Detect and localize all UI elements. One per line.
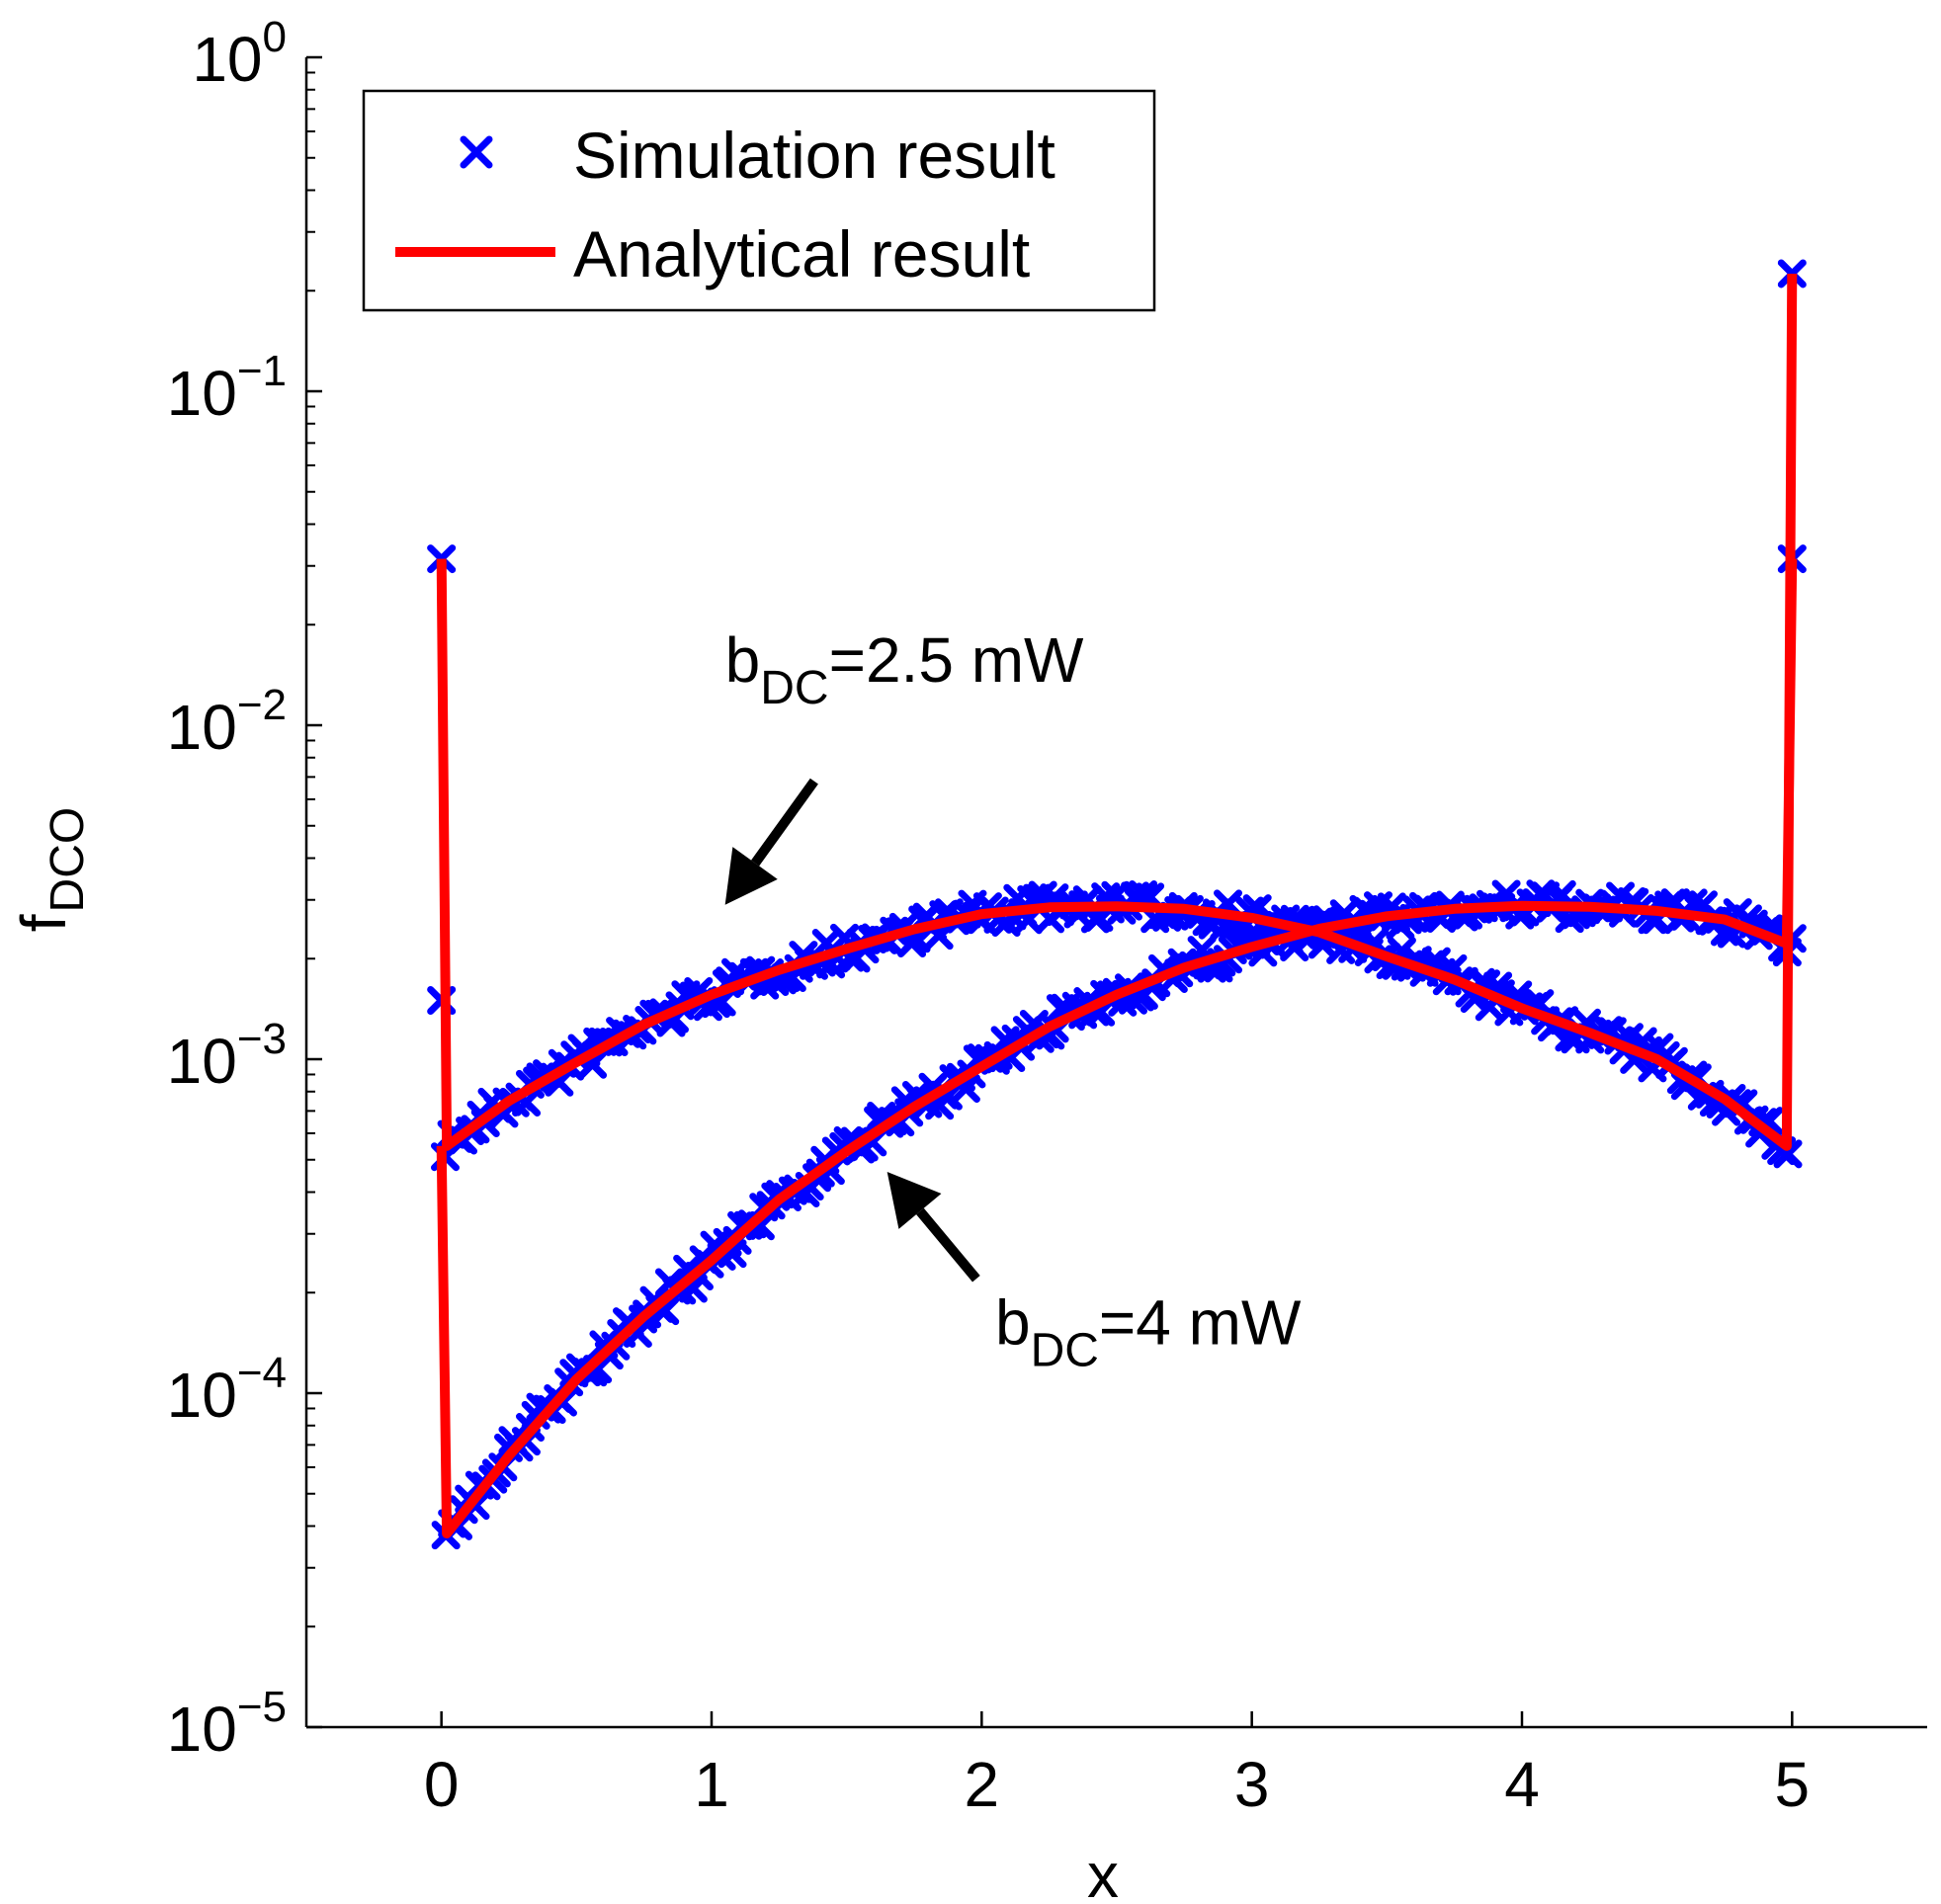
y-tick-label-exponent: −5 bbox=[237, 1683, 287, 1731]
simulation-marker bbox=[427, 544, 457, 574]
legend: Simulation result Analytical result bbox=[362, 89, 1156, 312]
axes bbox=[304, 57, 1927, 1729]
x-tick-label: 2 bbox=[965, 1749, 1000, 1820]
annotation-label-rest: =4 mW bbox=[1099, 1287, 1302, 1359]
annotation-arrow-shaft bbox=[916, 1207, 980, 1283]
y-axis-label-sub: DCO bbox=[42, 807, 94, 913]
annotation-label-base: b bbox=[725, 624, 761, 696]
annotation-arrow-head bbox=[724, 847, 778, 905]
analytical-lines bbox=[436, 273, 1798, 1538]
y-tick-label: 10−1 bbox=[167, 347, 287, 429]
y-tick-label-exponent: −3 bbox=[237, 1015, 287, 1063]
legend-simulation-marker-cross bbox=[460, 135, 493, 169]
x-tick-label: 0 bbox=[424, 1749, 460, 1820]
x-axis-label: x bbox=[1087, 1840, 1119, 1904]
analytical-line bbox=[436, 273, 1798, 1151]
y-tick-label-base: 10 bbox=[167, 1026, 237, 1097]
y-tick-label: 10−3 bbox=[167, 1015, 287, 1097]
y-tick-label-exponent: −2 bbox=[237, 681, 287, 729]
y-tick-label-exponent: 0 bbox=[263, 13, 287, 61]
y-axis-label: fDCO bbox=[8, 807, 94, 932]
y-tick-label-exponent: −1 bbox=[237, 347, 287, 395]
x-tick-label: 3 bbox=[1234, 1749, 1270, 1820]
analytical-line bbox=[436, 558, 1798, 1538]
ann-2p5: bDC=2.5 mW bbox=[724, 624, 1084, 905]
y-tick-label-exponent: −4 bbox=[237, 1349, 287, 1397]
legend-simulation-marker bbox=[460, 135, 493, 169]
y-tick-label-base: 10 bbox=[167, 358, 237, 429]
annotation-arrow-head bbox=[886, 1171, 942, 1229]
annotation-label-sub: DC bbox=[1031, 1325, 1099, 1377]
y-axis-label-base: f bbox=[8, 914, 79, 932]
annotation-label: bDC=2.5 mW bbox=[725, 624, 1084, 714]
legend-box bbox=[362, 89, 1156, 312]
x-tick-label: 4 bbox=[1504, 1749, 1540, 1820]
y-tick-label: 10−2 bbox=[167, 681, 287, 763]
annotation-label: bDC=4 mW bbox=[995, 1287, 1302, 1377]
y-tick-label: 10−4 bbox=[167, 1349, 287, 1431]
ann-4: bDC=4 mW bbox=[886, 1171, 1302, 1377]
plot-area bbox=[427, 259, 1807, 1550]
y-tick-label: 100 bbox=[192, 13, 287, 95]
annotation-label-base: b bbox=[995, 1287, 1031, 1359]
y-tick-label: 10−5 bbox=[167, 1683, 287, 1765]
y-tick-label-base: 10 bbox=[167, 692, 237, 763]
y-tick-label-base: 10 bbox=[167, 1694, 237, 1765]
legend-entry-analytical: Analytical result bbox=[573, 217, 1030, 290]
annotation-arrow-shaft bbox=[751, 778, 818, 867]
simulation-marker bbox=[1777, 259, 1807, 289]
annotation-label-sub: DC bbox=[760, 662, 828, 714]
legend-entry-simulation: Simulation result bbox=[573, 119, 1055, 192]
y-tick-label-base: 10 bbox=[192, 24, 262, 95]
y-tick-label-base: 10 bbox=[167, 1360, 237, 1431]
x-tick-label: 1 bbox=[694, 1749, 729, 1820]
x-tick-label: 5 bbox=[1775, 1749, 1811, 1820]
annotation-label-rest: =2.5 mW bbox=[829, 624, 1084, 696]
